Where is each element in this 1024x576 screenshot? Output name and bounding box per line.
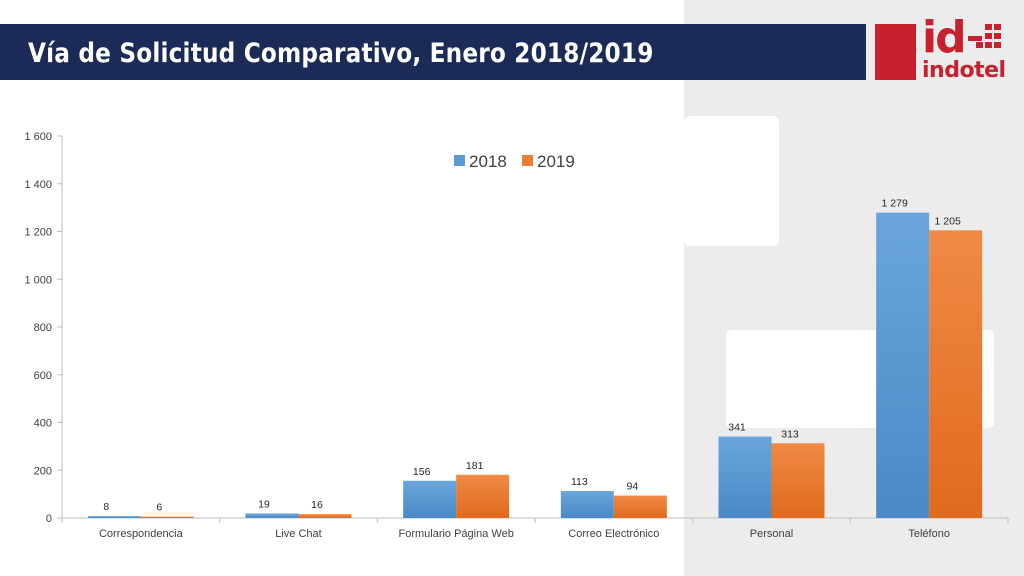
bar-2019-4 — [771, 443, 825, 518]
data-label: 1 279 — [882, 198, 908, 210]
x-category-label: Correo Electrónico — [568, 528, 659, 540]
bar-2019-1 — [298, 514, 352, 518]
data-label: 113 — [571, 476, 588, 488]
y-tick-label: 1 000 — [24, 274, 52, 286]
legend-swatch-2019 — [522, 155, 533, 166]
x-category-label: Personal — [750, 528, 793, 540]
y-tick-label: 800 — [34, 322, 52, 334]
bar-2018-1 — [245, 513, 299, 518]
bar-2018-4 — [718, 436, 772, 518]
data-label: 8 — [103, 501, 109, 513]
title-bar — [0, 24, 866, 80]
data-label: 16 — [311, 499, 323, 511]
logo-mark: id — [922, 12, 967, 63]
y-tick-label: 1 400 — [24, 179, 52, 191]
logo-text: indotel — [922, 58, 1006, 83]
data-label: 94 — [626, 481, 638, 493]
x-category-label: Live Chat — [275, 528, 321, 540]
bar-2018-3 — [560, 491, 614, 518]
data-label: 341 — [728, 422, 746, 434]
bar-2019-5 — [929, 230, 983, 518]
y-tick-label: 600 — [34, 370, 52, 382]
indotel-logo: id indotel — [922, 12, 1012, 88]
x-category-label: Correspondencia — [99, 528, 184, 540]
data-label: 19 — [258, 498, 270, 510]
chart-legend: 2018 2019 — [454, 152, 575, 171]
bar-2019-0 — [140, 516, 194, 518]
chart-bars — [87, 212, 983, 519]
data-label: 6 — [156, 502, 162, 514]
legend-label-2019: 2019 — [537, 152, 575, 171]
x-category-label: Teléfono — [908, 528, 950, 540]
x-category-label: Formulario Página Web — [398, 528, 513, 540]
data-label: 181 — [466, 460, 484, 472]
bar-2018-5 — [876, 212, 930, 519]
logo-red-block — [875, 24, 916, 80]
bar-2018-2 — [403, 480, 457, 518]
bar-2019-2 — [456, 474, 510, 518]
y-tick-label: 400 — [34, 418, 52, 430]
y-tick-label: 0 — [46, 513, 52, 525]
logo-grid-icon — [968, 24, 1002, 54]
chart-data-labels: 8 19 156 113 341 1 279 6 16 181 94 313 1 205 — [103, 198, 961, 514]
background-inset-top — [684, 116, 779, 246]
bar-2019-3 — [613, 495, 667, 518]
y-tick-label: 1 200 — [24, 227, 52, 239]
data-label: 156 — [413, 466, 431, 478]
legend-label-2018: 2018 — [469, 152, 507, 171]
y-tick-label: 200 — [34, 465, 52, 477]
data-label: 1 205 — [935, 215, 961, 227]
bar-2018-0 — [87, 516, 141, 518]
data-label: 313 — [781, 428, 799, 440]
page-title: Vía de Solicitud Comparativo, Enero 2018… — [28, 38, 654, 69]
chart-axes: 0 200 400 600 800 1 000 1 200 1 400 1 600 Corresp… — [24, 131, 1009, 540]
legend-swatch-2018 — [454, 155, 465, 166]
y-tick-label: 1 600 — [24, 131, 52, 143]
